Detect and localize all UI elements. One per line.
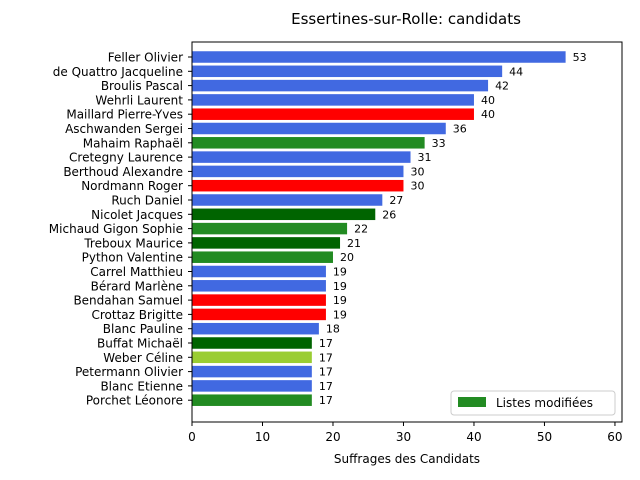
bar-value-label: 31: [418, 151, 432, 164]
bar: [192, 394, 312, 406]
y-tick-label: Nicolet Jacques: [91, 208, 183, 222]
y-tick-label: Bérard Marlène: [91, 279, 183, 293]
bar-value-label: 19: [333, 280, 347, 293]
bar: [192, 322, 319, 335]
y-tick-label: Ruch Daniel: [111, 194, 183, 208]
y-tick-label: Buffat Michaël: [97, 337, 183, 351]
x-tick-label: 0: [188, 430, 196, 444]
bar: [192, 251, 333, 263]
bar-value-label: 17: [319, 366, 333, 379]
bar: [192, 337, 312, 349]
bar: [192, 137, 425, 149]
bar: [192, 265, 326, 278]
bar: [192, 94, 474, 106]
y-tick-label: Feller Olivier: [108, 51, 183, 65]
y-tick-label: Blanc Pauline: [103, 322, 183, 336]
bar: [192, 65, 503, 78]
bar-value-label: 18: [326, 323, 340, 336]
y-tick-label: Python Valentine: [82, 251, 183, 265]
x-tick-label: 50: [537, 430, 552, 444]
bar-value-label: 40: [481, 108, 495, 121]
bar-value-label: 20: [340, 251, 354, 264]
bar-value-label: 42: [495, 80, 509, 93]
bar-value-label: 33: [432, 137, 446, 150]
y-tick-label: de Quattro Jacqueline: [53, 65, 183, 79]
bar-value-label: 17: [319, 351, 333, 364]
x-tick-label: 10: [255, 430, 270, 444]
plot-frame: [191, 41, 623, 423]
value-labels-group: 5344424040363331303027262221201919191918…: [319, 51, 587, 407]
bar: [192, 51, 566, 63]
bar: [192, 222, 348, 235]
bar-value-label: 44: [509, 65, 523, 78]
x-axis-label: Suffrages des Candidats: [334, 452, 480, 466]
bar: [192, 151, 411, 163]
bar: [192, 237, 341, 249]
y-tick-label: Cretegny Laurence: [69, 151, 183, 165]
bar-value-label: 19: [333, 308, 347, 321]
bar: [192, 165, 404, 178]
x-tick-label: 60: [607, 430, 622, 444]
bar: [192, 79, 489, 92]
chart-title: Essertines-sur-Rolle: candidats: [291, 10, 521, 28]
legend-label: Listes modifiées: [496, 396, 593, 410]
y-tick-label: Blanc Etienne: [100, 379, 183, 393]
bar-value-label: 19: [333, 294, 347, 307]
bar-value-label: 21: [347, 237, 361, 250]
bar: [192, 280, 326, 292]
bar-value-label: 17: [319, 394, 333, 407]
y-tick-label: Aschwanden Sergei: [65, 122, 183, 136]
bar-value-label: 26: [382, 208, 396, 221]
bar-value-label: 27: [389, 194, 403, 207]
bar: [192, 122, 446, 135]
bar-value-label: 19: [333, 266, 347, 279]
bar: [192, 294, 326, 306]
bar: [192, 108, 474, 120]
y-tick-label: Treboux Maurice: [83, 236, 183, 250]
y-tick-label: Michaud Gigon Sophie: [49, 222, 183, 236]
y-tick-label: Bendahan Samuel: [73, 294, 183, 308]
y-tick-label: Crottaz Brigitte: [91, 308, 183, 322]
x-axis: 0 10 20 30 40 50 60: [188, 422, 623, 444]
bar-value-label: 53: [573, 51, 587, 64]
y-tick-label: Wehrli Laurent: [95, 93, 183, 107]
y-tick-label: Broulis Pascal: [101, 79, 183, 93]
x-tick-label: 20: [325, 430, 340, 444]
bar: [192, 208, 376, 221]
bar: [192, 365, 312, 378]
bar-value-label: 17: [319, 337, 333, 350]
bar-value-label: 22: [354, 223, 368, 236]
x-tick-label: 40: [466, 430, 481, 444]
y-tick-label: Petermann Olivier: [75, 365, 183, 379]
y-tick-label: Carrel Matthieu: [90, 265, 183, 279]
y-tick-label: Weber Céline: [103, 351, 183, 365]
y-tick-label: Mahaim Raphaël: [83, 136, 183, 150]
bar: [192, 194, 383, 206]
bar-value-label: 30: [410, 165, 424, 178]
bar: [192, 380, 312, 392]
bar-value-label: 36: [453, 123, 467, 136]
y-tick-label: Maillard Pierre-Yves: [66, 108, 183, 122]
bar: [192, 179, 404, 192]
y-tick-label: Porchet Léonore: [86, 394, 183, 408]
bar-value-label: 30: [410, 180, 424, 193]
x-tick-label: 30: [396, 430, 411, 444]
bars-group: [192, 51, 566, 406]
bar: [192, 308, 326, 321]
legend-swatch: [458, 397, 486, 407]
y-tick-label: Nordmann Roger: [81, 179, 183, 193]
legend: Listes modifiées: [450, 390, 616, 416]
legend-box: [450, 390, 616, 416]
y-tick-label: Berthoud Alexandre: [63, 165, 183, 179]
bar-value-label: 40: [481, 94, 495, 107]
bar-value-label: 17: [319, 380, 333, 393]
bar: [192, 351, 312, 364]
